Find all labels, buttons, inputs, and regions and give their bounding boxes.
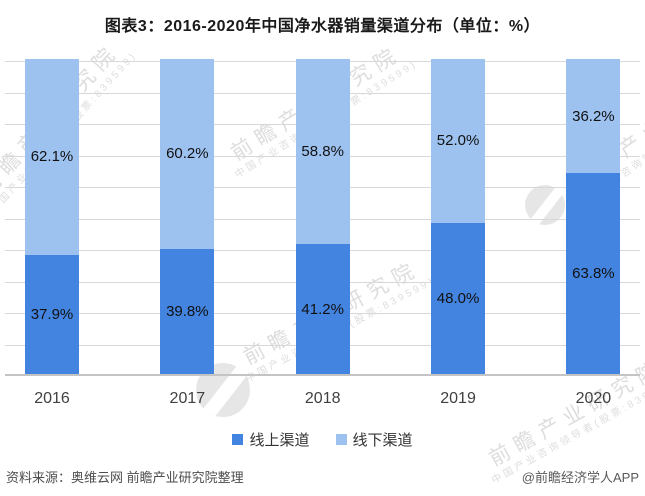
stacked-bar-2018: 58.8% 41.2% — [295, 59, 350, 374]
value-label: 41.2% — [301, 300, 344, 318]
footer: 资料来源：奥维云网 前瞻产业研究院整理 @前瞻经济学人APP — [0, 467, 645, 486]
credit-note: @前瞻经济学人APP — [521, 470, 639, 485]
stacked-bar-2016: 62.1% 37.9% — [25, 59, 79, 374]
segment-线下渠道: 58.8% — [295, 59, 350, 245]
legend-item-线下渠道: 线下渠道 — [335, 429, 413, 450]
legend-item-线上渠道: 线上渠道 — [232, 429, 310, 450]
segment-线上渠道: 39.8% — [160, 248, 215, 374]
value-label: 58.8% — [301, 143, 344, 161]
value-label: 48.0% — [436, 289, 480, 307]
segment-线上渠道: 63.8% — [566, 173, 621, 374]
legend-swatch — [232, 434, 244, 445]
segment-线上渠道: 37.9% — [25, 254, 79, 374]
value-label: 52.0% — [436, 132, 480, 150]
legend-label: 线下渠道 — [352, 432, 413, 449]
value-label: 39.8% — [166, 302, 209, 320]
stacked-bar-2017: 60.2% 39.8% — [160, 59, 215, 374]
x-axis-label: 2017 — [169, 390, 206, 407]
segment-线下渠道: 52.0% — [431, 59, 486, 223]
legend: 线上渠道 线下渠道 — [0, 429, 645, 450]
segment-线上渠道: 41.2% — [295, 244, 350, 374]
x-axis-label: 2016 — [34, 390, 70, 407]
x-axis-label: 2019 — [440, 390, 476, 407]
value-label: 60.2% — [166, 145, 209, 163]
segment-线下渠道: 62.1% — [25, 59, 79, 255]
x-axis-label: 2020 — [575, 390, 612, 407]
value-label: 62.1% — [30, 148, 74, 166]
value-label: 36.2% — [572, 107, 615, 125]
plot-area: 62.1% 37.9% 60.2% 39.8% 58.8% 41.2% 52.0% 48.0%… — [5, 59, 640, 376]
x-axis: 2016 2017 2018 2019 2020 — [5, 390, 640, 412]
legend-swatch — [335, 434, 347, 445]
stacked-bar-2019: 52.0% 48.0% — [431, 59, 486, 374]
segment-线上渠道: 48.0% — [431, 222, 486, 374]
source-note: 资料来源：奥维云网 前瞻产业研究院整理 — [6, 470, 244, 485]
x-axis-label: 2018 — [304, 390, 341, 407]
value-label: 63.8% — [572, 265, 615, 282]
segment-线下渠道: 60.2% — [160, 59, 215, 249]
legend-label: 线上渠道 — [249, 432, 310, 449]
segment-线下渠道: 36.2% — [566, 59, 621, 174]
chart-title: 图表3：2016-2020年中国净水器销量渠道分布（单位：%） — [104, 18, 541, 35]
stacked-bar-2020: 36.2% 63.8% — [566, 59, 621, 374]
value-label: 37.9% — [30, 305, 74, 323]
